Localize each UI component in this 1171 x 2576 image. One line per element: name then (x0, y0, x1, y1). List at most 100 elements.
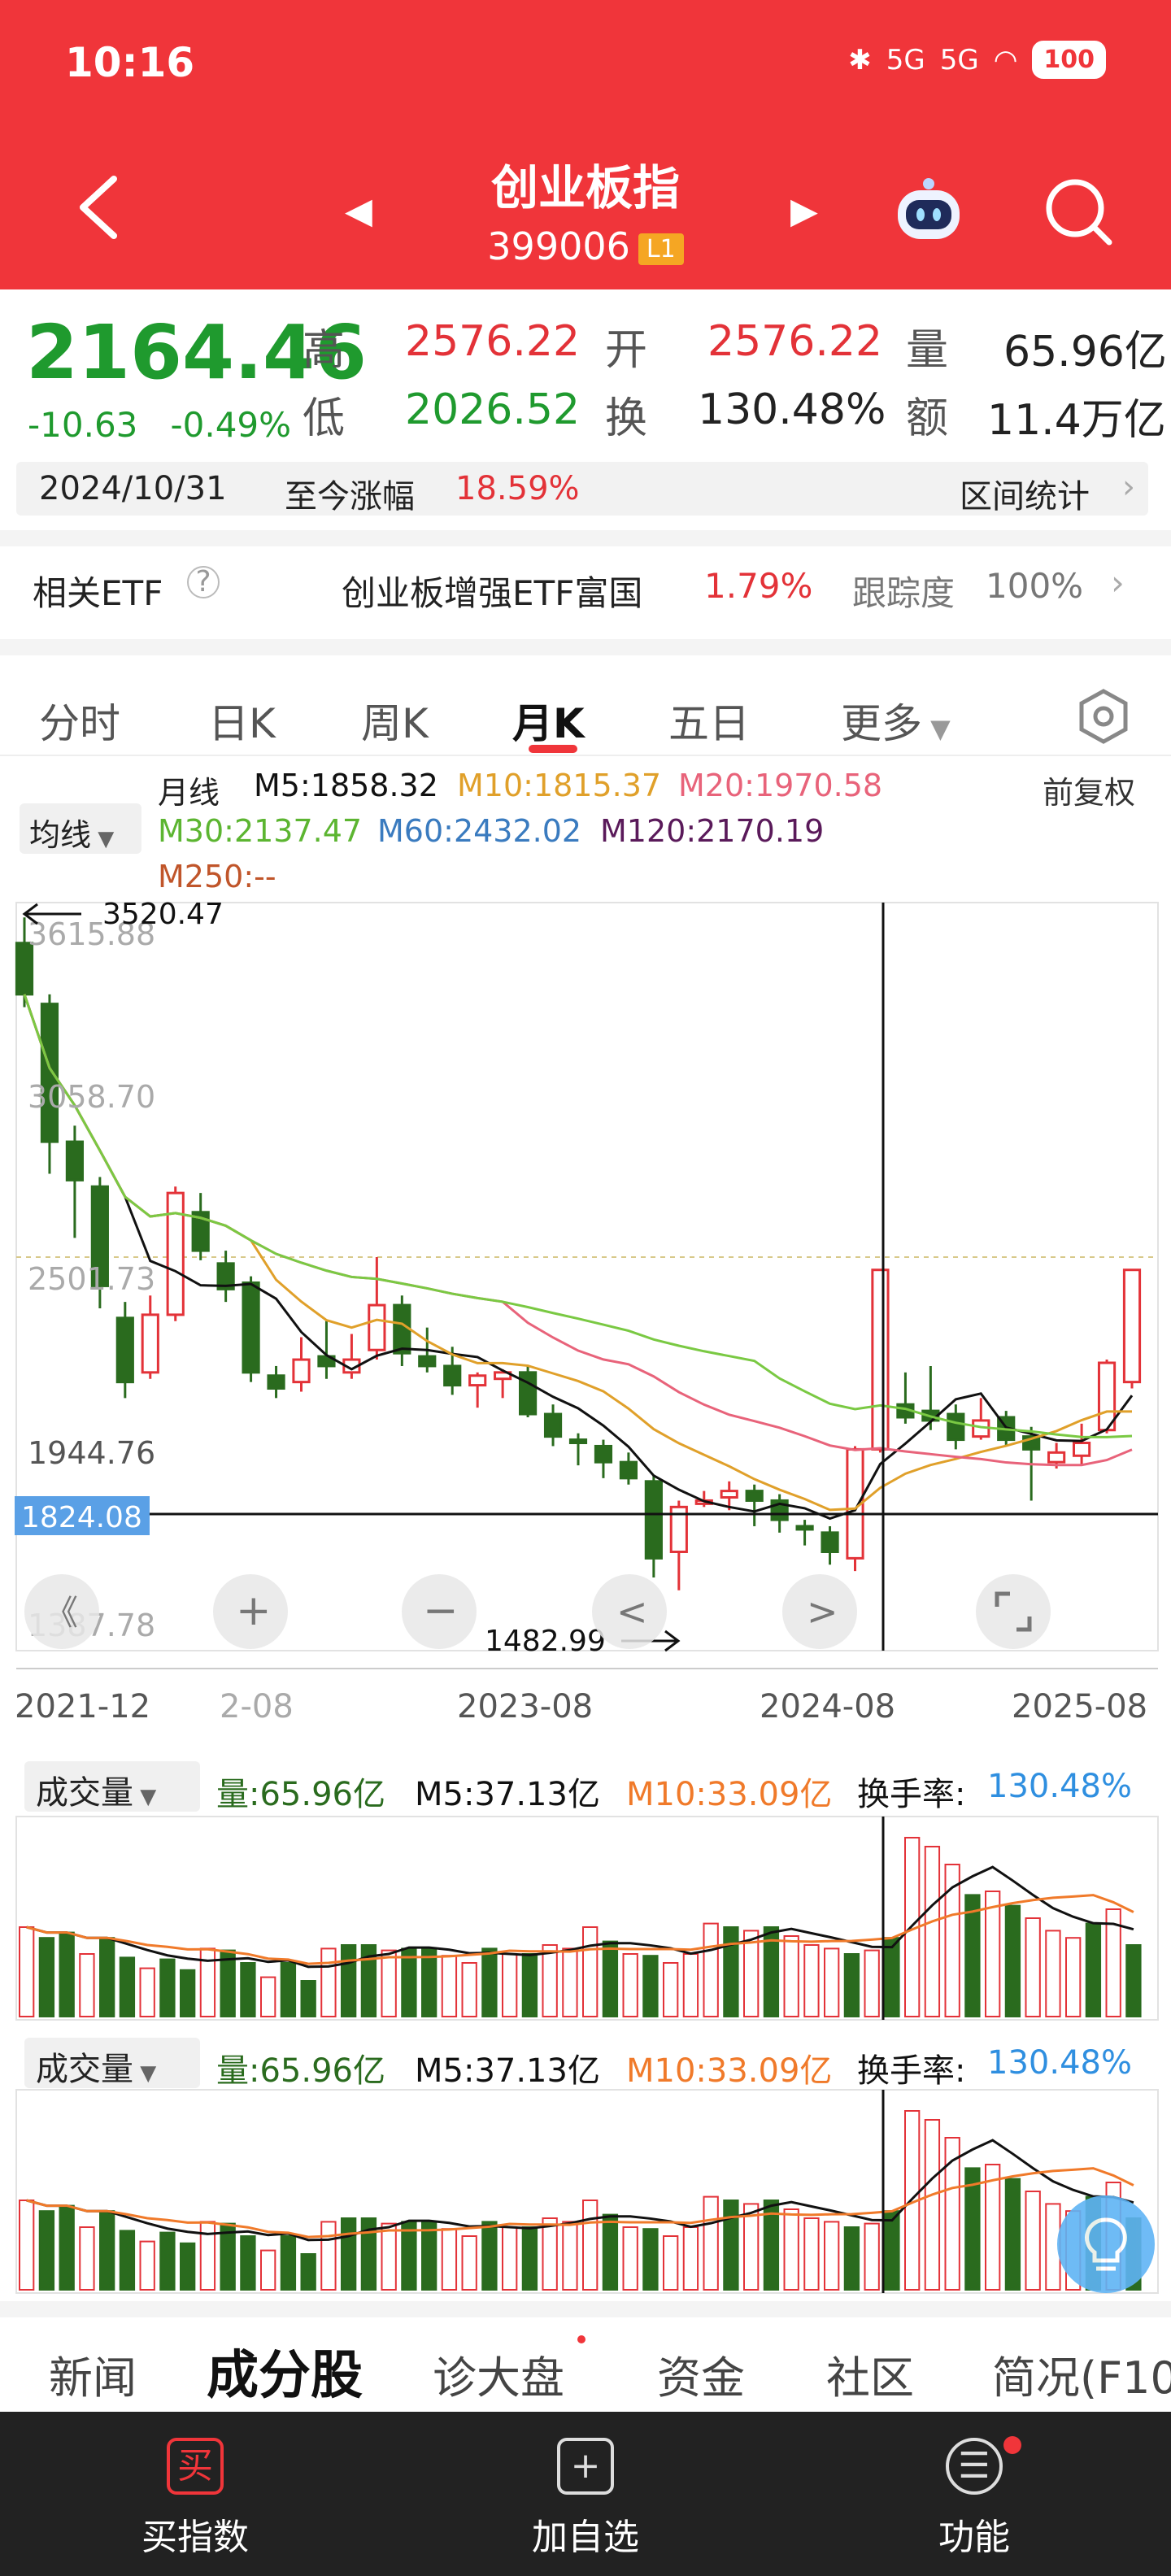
volume-ma5: M5:37.13亿 (415, 1776, 600, 1813)
low-value: 2026.52 (405, 385, 581, 434)
tab-five-day[interactable]: 五日 (668, 700, 750, 747)
tab-news[interactable]: 新闻 (49, 2352, 137, 2404)
volume-select[interactable]: 成交量 ▼ (24, 2038, 200, 2088)
kline-chart[interactable]: 3615.88 3058.70 2501.73 1944.76 1387.78 … (0, 894, 1171, 1838)
tab-funds[interactable]: 资金 (657, 2352, 745, 2404)
settings-hexagon-icon[interactable] (1075, 688, 1132, 745)
related-etf-row[interactable]: 相关ETF ? 创业板增强ETF富国 1.79% 跟踪度 100% › (0, 550, 1171, 631)
signal-icon-2: 5G (939, 43, 979, 76)
zoom-in-button[interactable] (213, 1574, 288, 1649)
candle (720, 1490, 738, 1499)
candle (644, 1480, 663, 1560)
volume-bar (703, 1922, 719, 2018)
volume-bar (783, 1935, 799, 2017)
scroll-right-button[interactable] (782, 1574, 857, 1649)
volume-select[interactable]: 成交量 ▼ (24, 1761, 200, 1812)
volume-bar (341, 2217, 357, 2291)
volume-bar (944, 2137, 960, 2291)
volume-bar (803, 1944, 820, 2017)
period-label: 月线 (158, 775, 220, 811)
volume-frame (15, 1816, 1159, 2021)
tab-monthly-k[interactable]: 月K (512, 700, 585, 747)
volume-bar (401, 1947, 417, 2017)
volume-bar (481, 1947, 498, 2017)
ma20-line (23, 994, 1133, 1467)
track-value: 100% (986, 566, 1084, 606)
candle (1097, 1361, 1117, 1432)
volume-bar (562, 1947, 578, 2017)
functions-label: 功能 (938, 2517, 1010, 2558)
x-tick-label: 2025-08 (1012, 1688, 1147, 1725)
max-price-arrow-head (22, 903, 38, 925)
ma10-line (23, 994, 1132, 1512)
volume-select-label: 成交量 (36, 2051, 133, 2088)
volume-bar (884, 2210, 900, 2291)
volume-ma5-line (26, 2139, 1134, 2242)
y-tick-label: 3615.88 (28, 916, 155, 952)
volume-bar (461, 2235, 477, 2291)
high-label: 高 (303, 326, 346, 375)
change-value: -10.63 (28, 405, 138, 445)
caret-down-icon: ▼ (133, 1785, 157, 1809)
scroll-start-button[interactable] (24, 1574, 99, 1649)
functions-button[interactable]: ☰ 功能 (877, 2428, 1072, 2560)
volume-bar (663, 2235, 679, 2291)
zoom-out-button[interactable] (402, 1574, 477, 1649)
tab-profile[interactable]: 简况(F10 (992, 2352, 1171, 2404)
robot-assistant-icon[interactable] (891, 176, 966, 244)
volume-bar (642, 1955, 659, 2017)
status-time: 10:16 (65, 39, 195, 86)
caret-down-icon: ▼ (91, 827, 115, 851)
volume-bar (180, 1969, 196, 2018)
tab-daily-k[interactable]: 日K (208, 700, 276, 747)
candle (40, 1003, 59, 1143)
volume-ma10-line (26, 1894, 1134, 1965)
tab-intraday[interactable]: 分时 (39, 700, 120, 747)
volume-bar (703, 2195, 719, 2291)
candle (871, 1268, 890, 1451)
buy-index-button[interactable]: 买 买指数 (98, 2428, 293, 2560)
x-tick-label: 2021-12 (15, 1688, 150, 1725)
range-bar[interactable]: 2024/10/31 至今涨幅 18.59% 区间统计 › (16, 462, 1148, 516)
volume-chart-2[interactable] (0, 2088, 1171, 2296)
add-watchlist-label: 加自选 (532, 2517, 639, 2558)
fullscreen-button[interactable] (976, 1574, 1051, 1649)
tab-community[interactable]: 社区 (826, 2352, 914, 2404)
fullscreen-icon (995, 1591, 1032, 1632)
tab-weekly-k[interactable]: 周K (361, 700, 429, 747)
adjust-mode[interactable]: 前复权 (1043, 775, 1136, 811)
volume-bar (220, 1949, 236, 2018)
turnover-rate-label: 换手率: (857, 1776, 966, 1813)
ma-select[interactable]: 均线 ▼ (20, 803, 141, 854)
volume-bar (441, 2228, 458, 2291)
volume-bar (300, 1980, 316, 2017)
candle (368, 1303, 386, 1351)
volume-bar (199, 1947, 216, 2017)
search-icon[interactable] (1043, 176, 1116, 249)
candle (1047, 1451, 1066, 1464)
tab-more-label: 更多 (841, 700, 922, 747)
next-index-icon[interactable]: ▶ (790, 190, 818, 232)
volume-bar (199, 2221, 216, 2291)
candle (619, 1460, 638, 1480)
volume-bar (1125, 1944, 1142, 2017)
tab-diagnosis[interactable]: 诊大盘 (433, 2352, 564, 2404)
back-icon[interactable] (73, 171, 122, 244)
buy-icon: 买 (167, 2438, 224, 2495)
price-change: -10.63 -0.49% (28, 405, 291, 445)
prev-index-icon[interactable]: ◀ (345, 190, 372, 232)
candle (292, 1358, 311, 1384)
scroll-left-button[interactable] (592, 1574, 667, 1649)
low-label: 低 (303, 394, 346, 443)
etf-name: 创业板增强ETF富国 (342, 573, 643, 613)
tab-constituents[interactable]: 成分股 (207, 2346, 363, 2406)
volume-chart-1[interactable] (0, 1815, 1171, 2023)
tab-more[interactable]: 更多 ▼ (841, 691, 951, 750)
volume-bar (1065, 1937, 1082, 2017)
volume-bar (1004, 1904, 1021, 2017)
chevron-right-icon: > (807, 1590, 838, 1634)
range-stat-link[interactable]: 区间统计 (960, 478, 1090, 516)
lightbulb-tip-button[interactable] (1057, 2195, 1155, 2293)
add-watchlist-button[interactable]: + 加自选 (488, 2428, 683, 2560)
help-icon[interactable]: ? (187, 566, 220, 598)
